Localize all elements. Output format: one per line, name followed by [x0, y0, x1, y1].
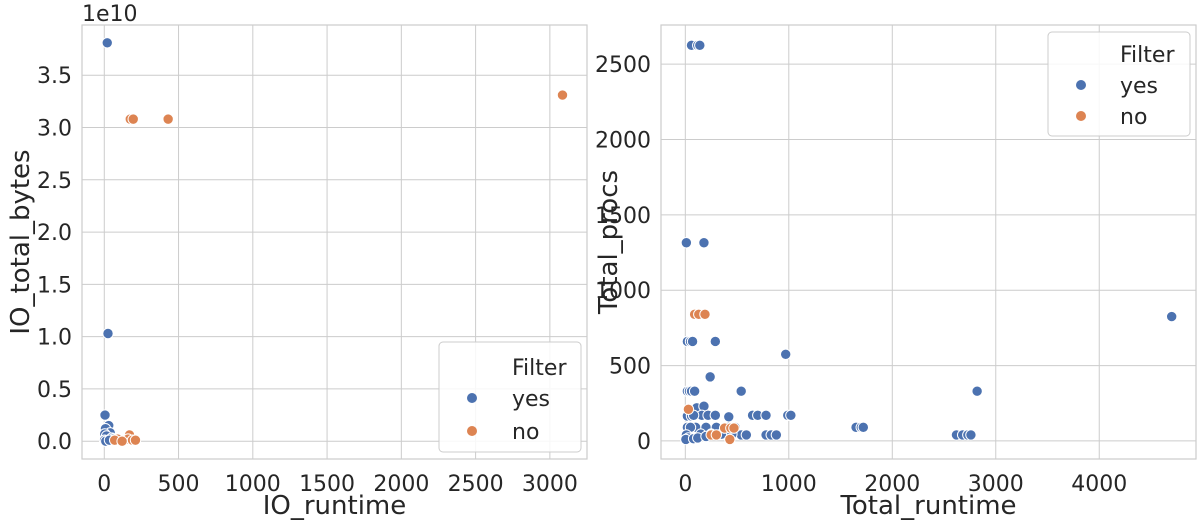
left-legend-no-label: no — [512, 420, 539, 445]
right-point-yes — [680, 237, 693, 249]
right-data-points — [680, 39, 1178, 446]
right-x-tick-label: 0 — [678, 472, 692, 497]
right-point-yes — [971, 385, 983, 397]
left-point-no — [556, 89, 569, 101]
right-x-tick-label: 1000 — [761, 472, 817, 497]
left-scatter-plot: 0 500 1000 1500 2000 2500 3000 0.0 0.5 1.0 1.5 2.0… — [6, 2, 588, 521]
right-point-yes — [709, 409, 722, 421]
left-y-tick-label: 1.5 — [37, 273, 72, 298]
right-legend-box — [1047, 31, 1191, 137]
left-point-no — [127, 113, 139, 125]
left-x-tick-label: 1500 — [299, 472, 355, 497]
left-y-tick-label: 3.0 — [37, 116, 72, 141]
right-legend: Filter yes no — [1047, 31, 1191, 137]
right-point-yes — [779, 348, 792, 360]
right-legend-title: Filter — [1120, 43, 1175, 68]
left-legend-box — [438, 341, 582, 453]
left-legend-no-marker — [467, 426, 477, 436]
right-point-yes — [1165, 310, 1178, 323]
left-y-tick-label: 2.5 — [37, 169, 72, 194]
right-point-yes — [688, 385, 701, 397]
left-point-yes — [99, 409, 111, 421]
right-point-yes — [965, 429, 977, 441]
left-gridlines — [82, 25, 587, 459]
right-point-yes — [735, 385, 747, 397]
left-x-tick-label: 2500 — [448, 472, 504, 497]
left-legend-yes-marker — [467, 393, 477, 403]
right-plot-frame — [660, 24, 1197, 460]
right-point-yes — [770, 429, 783, 441]
right-y-tick-label: 1500 — [595, 204, 651, 229]
right-point-yes — [740, 429, 753, 441]
left-point-no — [129, 434, 142, 446]
right-y-tick-labels: 0 500 1000 1500 2000 2500 — [595, 53, 651, 455]
right-legend-no-marker — [1076, 111, 1086, 121]
right-y-tick-label: 2000 — [595, 129, 651, 154]
right-point-no — [682, 403, 695, 415]
left-x-tick-label: 1000 — [225, 472, 281, 497]
left-point-no — [162, 113, 174, 125]
right-x-tick-labels: 0 1000 2000 3000 4000 — [678, 472, 1127, 497]
right-point-no — [710, 429, 723, 441]
right-point-yes — [686, 335, 699, 348]
left-x-tick-label: 500 — [158, 472, 200, 497]
left-y-offset-label: 1e10 — [82, 2, 138, 27]
right-x-tick-label: 2000 — [864, 472, 920, 497]
right-y-tick-label: 2500 — [595, 53, 651, 78]
right-y-tick-label: 0 — [637, 430, 651, 455]
left-y-tick-label: 1.0 — [37, 326, 72, 351]
left-y-tick-label: 3.5 — [37, 64, 72, 89]
left-legend-title: Filter — [512, 356, 567, 381]
right-point-yes — [709, 335, 722, 348]
left-x-tick-label: 3000 — [522, 472, 578, 497]
right-scatter-plot: 0 1000 2000 3000 4000 0 500 1000 1500 2000 2500 T… — [594, 24, 1197, 521]
left-legend-yes-label: yes — [512, 387, 550, 412]
left-x-tick-labels: 0 500 1000 1500 2000 2500 3000 — [97, 472, 578, 497]
left-y-tick-label: 0.0 — [37, 430, 72, 455]
left-y-tick-labels: 0.0 0.5 1.0 1.5 2.0 2.5 3.0 3.5 — [37, 64, 72, 455]
right-legend-yes-marker — [1076, 80, 1086, 90]
left-data-points — [98, 37, 569, 447]
right-point-yes — [857, 421, 870, 434]
left-point-yes — [101, 37, 113, 49]
right-y-axis-label: Total_procs — [594, 170, 624, 315]
right-point-yes — [694, 39, 706, 52]
left-x-tick-label: 0 — [97, 472, 111, 497]
right-point-no — [724, 433, 736, 446]
right-x-axis-label: Total_runtime — [839, 491, 1016, 521]
left-legend: Filter yes no — [438, 341, 582, 453]
right-y-tick-label: 1000 — [595, 279, 651, 304]
right-point-yes — [760, 409, 772, 421]
right-legend-no-label: no — [1120, 105, 1147, 130]
right-y-tick-label: 500 — [609, 355, 651, 380]
right-x-tick-label: 3000 — [968, 472, 1024, 497]
left-point-yes — [102, 327, 114, 340]
right-point-yes — [704, 371, 716, 383]
right-point-no — [699, 308, 711, 321]
right-point-yes — [785, 409, 797, 421]
left-y-tick-label: 0.5 — [37, 378, 72, 403]
left-x-tick-label: 2000 — [373, 472, 429, 497]
right-x-tick-label: 4000 — [1071, 472, 1127, 497]
right-legend-yes-label: yes — [1120, 74, 1158, 99]
right-point-no — [728, 422, 740, 434]
left-y-tick-label: 2.0 — [37, 221, 72, 246]
right-point-yes — [698, 237, 710, 249]
left-point-no — [116, 435, 128, 447]
left-y-axis-label: IO_total_bytes — [6, 149, 36, 334]
left-x-axis-label: IO_runtime — [263, 491, 407, 521]
left-plot-frame — [81, 24, 588, 460]
right-point-yes — [723, 411, 735, 423]
